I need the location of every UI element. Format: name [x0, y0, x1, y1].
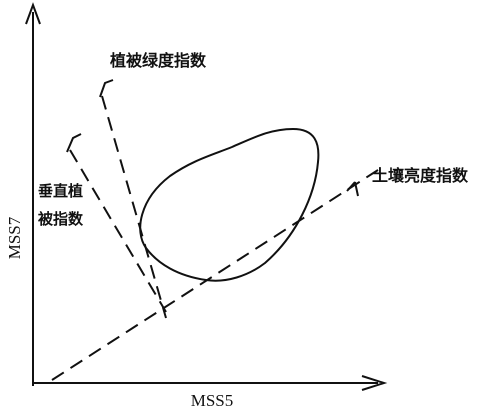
perpendicular-index-label-line2: 被指数 — [38, 210, 84, 228]
y-axis — [25, 2, 41, 386]
x-axis-label: MSS5 — [191, 391, 234, 410]
perpendicular-index-label-line1: 垂直植 — [38, 182, 83, 200]
y-axis-label: MSS7 — [5, 216, 24, 259]
soil-brightness-line — [51, 169, 379, 381]
perpendicular-index-line — [66, 133, 167, 313]
vegetation-cluster-outline — [139, 127, 320, 282]
soil-brightness-index-label: 土壤亮度指数 — [372, 166, 469, 185]
greenness-index-line — [99, 79, 167, 319]
greenness-index-label: 植被绿度指数 — [109, 51, 207, 70]
x-axis — [33, 375, 388, 391]
